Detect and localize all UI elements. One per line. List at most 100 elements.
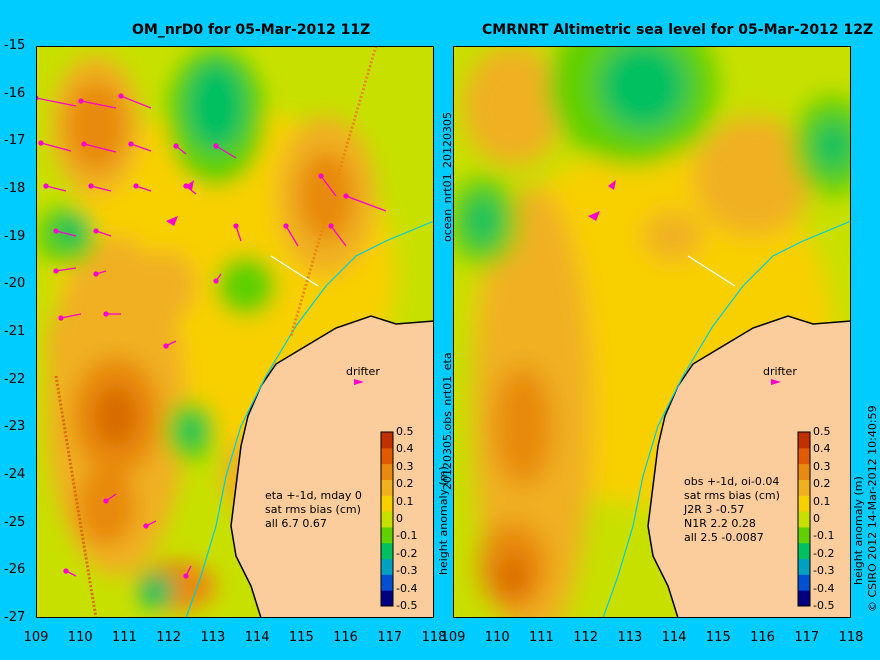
longitude-tick-label: 117 [377, 630, 403, 645]
colorbar-tick-label: 0.4 [396, 442, 414, 456]
colorbar-swatch [798, 447, 810, 465]
longitude-tick-label: 111 [529, 630, 554, 645]
colorbar-tick-label: -0.2 [396, 546, 418, 560]
colorbar-tick-label: -0.1 [813, 529, 835, 543]
stats-line: sat rms bias (cm) [684, 489, 780, 502]
colorbar-swatch [381, 542, 393, 560]
latitude-tick-label: -18 [4, 181, 26, 196]
map-frame [36, 46, 434, 618]
latitude-tick-label: -21 [4, 324, 26, 339]
colorbar-swatch [381, 479, 393, 496]
colorbar-tick-label: -0.3 [813, 564, 835, 578]
run-id-label: ocean_nrt01_20120305 [441, 111, 454, 242]
longitude-tick-label: 113 [617, 630, 643, 645]
stats-line: sat rms bias (cm) [265, 503, 361, 516]
velocity-vectors [36, 93, 387, 579]
stats-line: all 2.5 -0.0087 [684, 531, 764, 544]
longitude-tick-label: 112 [573, 630, 599, 645]
latitude-tick-label: -23 [4, 419, 26, 435]
colorbar-swatch [381, 590, 393, 607]
stats-line: J2R 3 -0.57 [684, 503, 745, 516]
colorbar-tick-label: 0.3 [396, 459, 414, 473]
colorbar-tick-label: 0.5 [396, 425, 414, 438]
stats-line: N1R 2.2 0.28 [684, 517, 756, 530]
latitude-tick-label: -15 [4, 38, 26, 53]
satellite-track [54, 375, 98, 618]
latitude-tick-label: -19 [4, 228, 26, 244]
altimetry-map-panel [453, 46, 851, 618]
longitude-tick-label: 111 [112, 630, 137, 645]
colorbar-swatch [381, 463, 393, 480]
map-frame [453, 46, 851, 618]
colorbar-tick-label: -0.4 [396, 581, 418, 595]
stats-right: obs +-1d, oi-0.04 sat rms bias (cm) J2R … [684, 475, 780, 545]
colorbar-tick-label: 0.1 [396, 494, 414, 508]
longitude-tick-label: 116 [750, 630, 775, 645]
latitude-tick-label: -26 [4, 562, 26, 578]
latitude-tick-label: -16 [4, 85, 26, 101]
latitude-tick-label: -24 [4, 467, 26, 482]
colorbar-tick-label: -0.4 [813, 581, 835, 595]
colorbar-title-right: height anomaly (m) [852, 476, 865, 585]
colorbar-right [797, 431, 811, 607]
drifter-markers [166, 180, 364, 385]
longitude-tick-label: 110 [67, 630, 93, 645]
map-title-right: CMRNRT Altimetric sea level for 05-Mar-2… [482, 22, 874, 38]
longitude-tick-label: 110 [484, 630, 510, 645]
colorbar-tick-label: 0.1 [813, 494, 831, 508]
colorbar-swatch [798, 526, 810, 544]
latitude-tick-label: -17 [4, 133, 26, 149]
longitude-tick-label: 112 [156, 630, 182, 645]
colorbar-tick-label: 0.4 [813, 442, 831, 456]
longitude-tick-label: 115 [288, 630, 314, 645]
longitude-tick-label: 109 [23, 630, 49, 645]
longitude-tick-label: 114 [244, 630, 270, 645]
latitude-tick-label: -27 [4, 610, 26, 625]
colorbar-tick-label: 0.2 [813, 477, 831, 491]
latitude-tick-label: -25 [4, 514, 26, 530]
colorbar-tick-label: -0.5 [813, 599, 835, 612]
colorbar-swatch [798, 574, 810, 591]
longitude-tick-label: 109 [440, 630, 466, 645]
colorbar-tick-label: 0.3 [813, 459, 831, 473]
colorbar-swatch [798, 542, 810, 560]
colorbar-swatch [381, 558, 393, 575]
copyright-label: © CSIRO 2012 14-Mar-2012 10:40:59 [866, 405, 879, 612]
coastline [647, 315, 851, 618]
latitude-tick-label: -22 [4, 371, 26, 387]
section-line [687, 255, 736, 287]
longitude-tick-label: 118 [838, 630, 864, 645]
map-title-left: OM_nrD0 for 05-Mar-2012 11Z [132, 22, 371, 38]
section-line [270, 255, 319, 287]
colorbar-swatch [798, 558, 810, 575]
longitude-tick-label: 118 [421, 630, 447, 645]
longitude-tick-label: 117 [794, 630, 820, 645]
latitude-tick-label: -20 [4, 276, 26, 292]
colorbar-swatch [798, 495, 810, 512]
stats-line: eta +-1d, mday 0 [265, 489, 362, 502]
colorbar-swatch [798, 511, 810, 528]
colorbar-tick-label: 0.2 [396, 477, 414, 491]
colorbar-tick-label: -0.3 [396, 564, 418, 578]
colorbar-left [380, 431, 394, 607]
colorbar-swatch [381, 526, 393, 544]
coastline [230, 315, 434, 618]
longitude-tick-label: 115 [705, 630, 731, 645]
colorbar-swatch [381, 574, 393, 591]
model-map-panel [36, 46, 434, 618]
colorbar-swatch [798, 479, 810, 496]
longitude-tick-label: 116 [333, 630, 358, 645]
colorbar-tick-label: 0 [396, 512, 403, 525]
colorbar-swatch [798, 463, 810, 480]
stats-line: obs +-1d, oi-0.04 [684, 475, 780, 488]
stats-left: eta +-1d, mday 0 sat rms bias (cm) all 6… [265, 489, 362, 531]
obs-id-label: 20120305.obs_nrt01_eta [441, 352, 454, 490]
drifter-label-right: drifter [763, 365, 797, 378]
drifter-markers [588, 180, 781, 385]
drifter-label-left: drifter [346, 365, 380, 378]
longitude-tick-label: 114 [661, 630, 687, 645]
colorbar-swatch [381, 432, 393, 449]
colorbar-tick-label: -0.1 [396, 529, 418, 543]
colorbar-tick-label: -0.2 [813, 546, 835, 560]
colorbar-tick-label: 0.5 [813, 425, 831, 438]
